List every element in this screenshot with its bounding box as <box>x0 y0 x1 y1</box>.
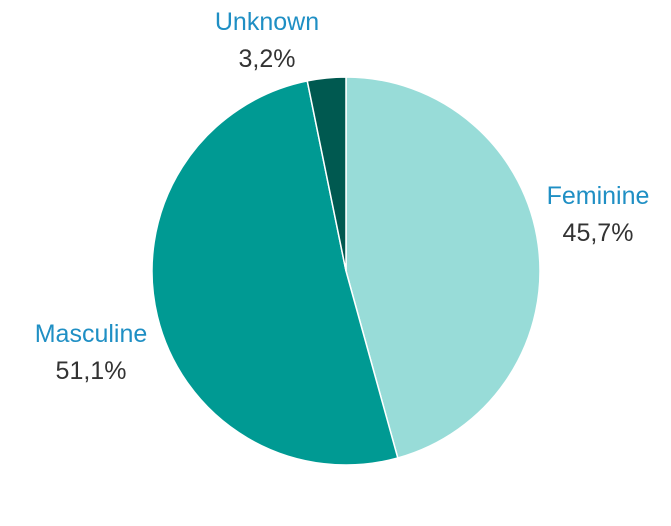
pie-slice-unknown <box>306 76 347 272</box>
pie-slices <box>151 76 541 466</box>
pie-labels: Feminine 45,7% Masculine 51,1% Unknown 3… <box>35 8 650 385</box>
pie-slice-masculine <box>151 80 399 466</box>
slice-value-masculine: 51,1% <box>56 357 127 385</box>
slice-label-masculine: Masculine <box>35 320 148 348</box>
slice-value-feminine: 45,7% <box>563 219 634 247</box>
slice-label-feminine: Feminine <box>547 182 650 210</box>
pie-slice-feminine <box>345 76 541 459</box>
slice-label-unknown: Unknown <box>215 8 319 36</box>
slice-value-unknown: 3,2% <box>239 45 296 73</box>
